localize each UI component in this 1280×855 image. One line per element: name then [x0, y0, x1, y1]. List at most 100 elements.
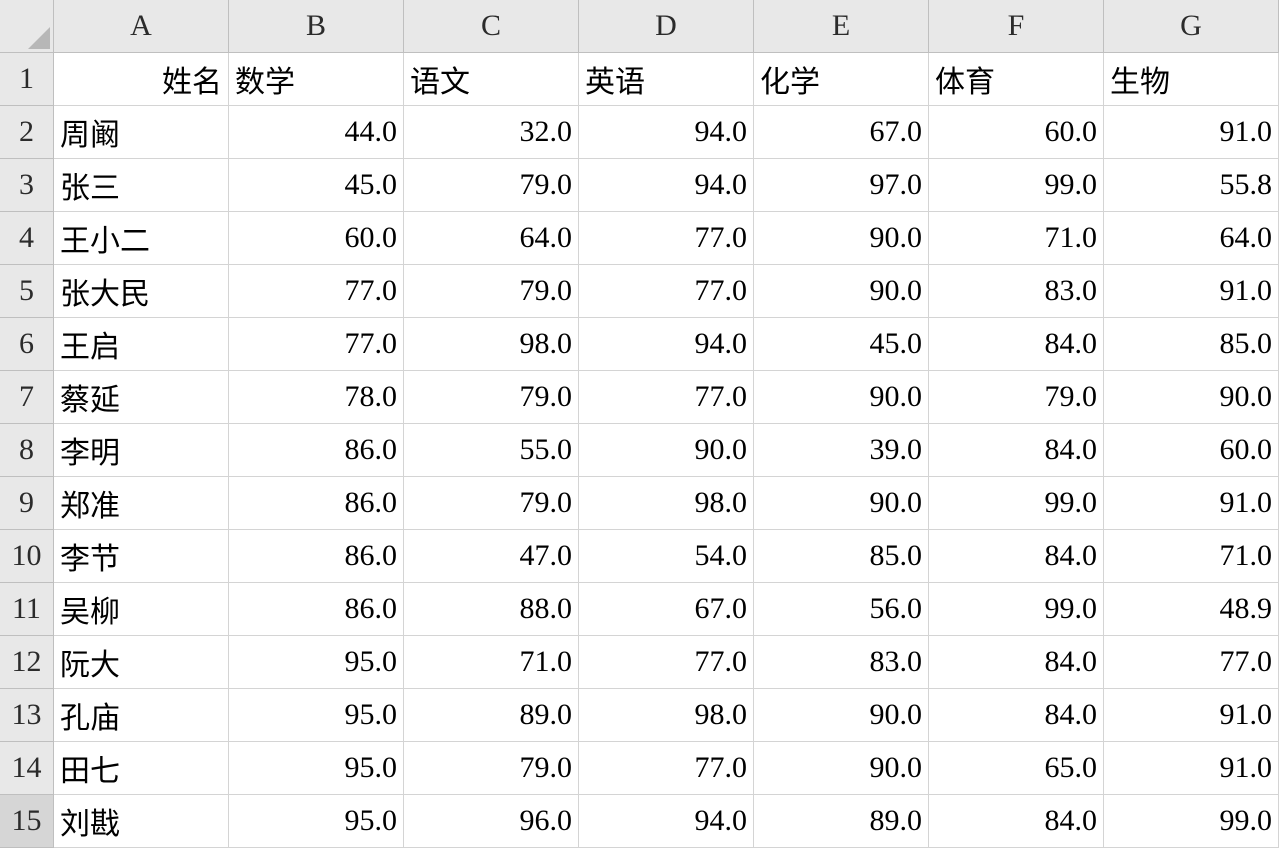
- cell-A5[interactable]: 张大民: [54, 265, 229, 318]
- cell-D12[interactable]: 77.0: [579, 636, 754, 689]
- cell-E14[interactable]: 90.0: [754, 742, 929, 795]
- col-head-E[interactable]: E: [754, 0, 929, 53]
- cell-C10[interactable]: 47.0: [404, 530, 579, 583]
- row-head-7[interactable]: 7: [0, 371, 54, 424]
- cell-F4[interactable]: 71.0: [929, 212, 1104, 265]
- cell-C3[interactable]: 79.0: [404, 159, 579, 212]
- cell-C15[interactable]: 96.0: [404, 795, 579, 848]
- cell-B13[interactable]: 95.0: [229, 689, 404, 742]
- cell-A8[interactable]: 李明: [54, 424, 229, 477]
- cell-D14[interactable]: 77.0: [579, 742, 754, 795]
- cell-F6[interactable]: 84.0: [929, 318, 1104, 371]
- cell-D13[interactable]: 98.0: [579, 689, 754, 742]
- cell-G15[interactable]: 99.0: [1104, 795, 1279, 848]
- cell-B8[interactable]: 86.0: [229, 424, 404, 477]
- cell-E13[interactable]: 90.0: [754, 689, 929, 742]
- cell-B15[interactable]: 95.0: [229, 795, 404, 848]
- select-all-corner[interactable]: [0, 0, 54, 53]
- cell-A3[interactable]: 张三: [54, 159, 229, 212]
- cell-E1[interactable]: 化学: [754, 53, 929, 106]
- cell-E8[interactable]: 39.0: [754, 424, 929, 477]
- cell-A1[interactable]: 姓名: [54, 53, 229, 106]
- cell-A2[interactable]: 周阚: [54, 106, 229, 159]
- cell-C12[interactable]: 71.0: [404, 636, 579, 689]
- cell-D3[interactable]: 94.0: [579, 159, 754, 212]
- cell-F2[interactable]: 60.0: [929, 106, 1104, 159]
- cell-C14[interactable]: 79.0: [404, 742, 579, 795]
- row-head-4[interactable]: 4: [0, 212, 54, 265]
- cell-A7[interactable]: 蔡延: [54, 371, 229, 424]
- col-head-B[interactable]: B: [229, 0, 404, 53]
- cell-G5[interactable]: 91.0: [1104, 265, 1279, 318]
- cell-G3[interactable]: 55.8: [1104, 159, 1279, 212]
- cell-B11[interactable]: 86.0: [229, 583, 404, 636]
- cell-A6[interactable]: 王启: [54, 318, 229, 371]
- cell-F7[interactable]: 79.0: [929, 371, 1104, 424]
- cell-A11[interactable]: 吴柳: [54, 583, 229, 636]
- cell-B9[interactable]: 86.0: [229, 477, 404, 530]
- cell-A10[interactable]: 李节: [54, 530, 229, 583]
- cell-E3[interactable]: 97.0: [754, 159, 929, 212]
- cell-A9[interactable]: 郑准: [54, 477, 229, 530]
- cell-B12[interactable]: 95.0: [229, 636, 404, 689]
- cell-F3[interactable]: 99.0: [929, 159, 1104, 212]
- cell-E11[interactable]: 56.0: [754, 583, 929, 636]
- cell-A14[interactable]: 田七: [54, 742, 229, 795]
- row-head-12[interactable]: 12: [0, 636, 54, 689]
- cell-G4[interactable]: 64.0: [1104, 212, 1279, 265]
- cell-C6[interactable]: 98.0: [404, 318, 579, 371]
- cell-G12[interactable]: 77.0: [1104, 636, 1279, 689]
- cell-F15[interactable]: 84.0: [929, 795, 1104, 848]
- cell-D5[interactable]: 77.0: [579, 265, 754, 318]
- cell-F11[interactable]: 99.0: [929, 583, 1104, 636]
- cell-B7[interactable]: 78.0: [229, 371, 404, 424]
- cell-E6[interactable]: 45.0: [754, 318, 929, 371]
- cell-E5[interactable]: 90.0: [754, 265, 929, 318]
- cell-F8[interactable]: 84.0: [929, 424, 1104, 477]
- cell-G11[interactable]: 48.9: [1104, 583, 1279, 636]
- cell-D8[interactable]: 90.0: [579, 424, 754, 477]
- cell-F10[interactable]: 84.0: [929, 530, 1104, 583]
- row-head-11[interactable]: 11: [0, 583, 54, 636]
- cell-G9[interactable]: 91.0: [1104, 477, 1279, 530]
- cell-E9[interactable]: 90.0: [754, 477, 929, 530]
- cell-C2[interactable]: 32.0: [404, 106, 579, 159]
- cell-D2[interactable]: 94.0: [579, 106, 754, 159]
- row-head-1[interactable]: 1: [0, 53, 54, 106]
- cell-A4[interactable]: 王小二: [54, 212, 229, 265]
- cell-B14[interactable]: 95.0: [229, 742, 404, 795]
- cell-F13[interactable]: 84.0: [929, 689, 1104, 742]
- col-head-F[interactable]: F: [929, 0, 1104, 53]
- cell-A12[interactable]: 阮大: [54, 636, 229, 689]
- cell-B5[interactable]: 77.0: [229, 265, 404, 318]
- row-head-6[interactable]: 6: [0, 318, 54, 371]
- cell-C5[interactable]: 79.0: [404, 265, 579, 318]
- cell-D10[interactable]: 54.0: [579, 530, 754, 583]
- row-head-10[interactable]: 10: [0, 530, 54, 583]
- cell-G10[interactable]: 71.0: [1104, 530, 1279, 583]
- cell-E15[interactable]: 89.0: [754, 795, 929, 848]
- col-head-A[interactable]: A: [54, 0, 229, 53]
- cell-C1[interactable]: 语文: [404, 53, 579, 106]
- cell-G2[interactable]: 91.0: [1104, 106, 1279, 159]
- cell-G8[interactable]: 60.0: [1104, 424, 1279, 477]
- cell-E10[interactable]: 85.0: [754, 530, 929, 583]
- cell-E7[interactable]: 90.0: [754, 371, 929, 424]
- cell-G1[interactable]: 生物: [1104, 53, 1279, 106]
- cell-D4[interactable]: 77.0: [579, 212, 754, 265]
- cell-B3[interactable]: 45.0: [229, 159, 404, 212]
- row-head-8[interactable]: 8: [0, 424, 54, 477]
- row-head-5[interactable]: 5: [0, 265, 54, 318]
- cell-B6[interactable]: 77.0: [229, 318, 404, 371]
- row-head-15[interactable]: 15: [0, 795, 54, 848]
- cell-D9[interactable]: 98.0: [579, 477, 754, 530]
- cell-B1[interactable]: 数学: [229, 53, 404, 106]
- cell-B4[interactable]: 60.0: [229, 212, 404, 265]
- cell-D15[interactable]: 94.0: [579, 795, 754, 848]
- row-head-13[interactable]: 13: [0, 689, 54, 742]
- cell-D11[interactable]: 67.0: [579, 583, 754, 636]
- cell-C4[interactable]: 64.0: [404, 212, 579, 265]
- cell-E2[interactable]: 67.0: [754, 106, 929, 159]
- cell-C13[interactable]: 89.0: [404, 689, 579, 742]
- cell-F14[interactable]: 65.0: [929, 742, 1104, 795]
